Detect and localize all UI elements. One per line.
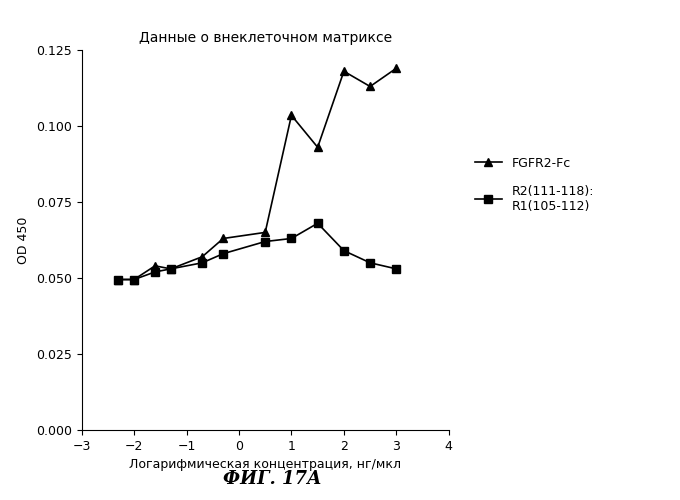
X-axis label: Логарифмическая концентрация, нг/мкл: Логарифмическая концентрация, нг/мкл xyxy=(129,458,401,471)
R2(111-118):
R1(105-112) xyxy=(340,248,348,254)
FGFR2-Fc xyxy=(340,68,348,74)
FGFR2-Fc xyxy=(261,230,269,235)
FGFR2-Fc xyxy=(313,144,322,150)
Title: Данные о внеклеточном матриксе: Данные о внеклеточном матриксе xyxy=(139,30,392,44)
FGFR2-Fc xyxy=(130,276,138,282)
R2(111-118):
R1(105-112) xyxy=(366,260,374,266)
R2(111-118):
R1(105-112) xyxy=(288,236,296,242)
R2(111-118):
R1(105-112) xyxy=(392,266,401,272)
FGFR2-Fc xyxy=(114,276,122,282)
FGFR2-Fc xyxy=(392,65,401,71)
R2(111-118):
R1(105-112) xyxy=(261,238,269,244)
R2(111-118):
R1(105-112) xyxy=(219,250,227,256)
R2(111-118):
R1(105-112) xyxy=(167,266,175,272)
FGFR2-Fc xyxy=(198,254,206,260)
R2(111-118):
R1(105-112) xyxy=(198,260,206,266)
FGFR2-Fc xyxy=(219,236,227,242)
Text: ФИГ. 17А: ФИГ. 17А xyxy=(222,470,322,488)
Line: FGFR2-Fc: FGFR2-Fc xyxy=(114,64,401,284)
R2(111-118):
R1(105-112) xyxy=(130,276,138,282)
FGFR2-Fc xyxy=(151,263,159,269)
Line: R2(111-118):
R1(105-112): R2(111-118): R1(105-112) xyxy=(114,219,401,284)
FGFR2-Fc xyxy=(288,112,296,118)
FGFR2-Fc xyxy=(366,84,374,89)
FGFR2-Fc xyxy=(167,266,175,272)
R2(111-118):
R1(105-112) xyxy=(313,220,322,226)
R2(111-118):
R1(105-112) xyxy=(151,269,159,275)
Y-axis label: OD 450: OD 450 xyxy=(17,216,31,264)
R2(111-118):
R1(105-112) xyxy=(114,276,122,282)
Legend: FGFR2-Fc, R2(111-118):
R1(105-112): FGFR2-Fc, R2(111-118): R1(105-112) xyxy=(470,151,600,218)
